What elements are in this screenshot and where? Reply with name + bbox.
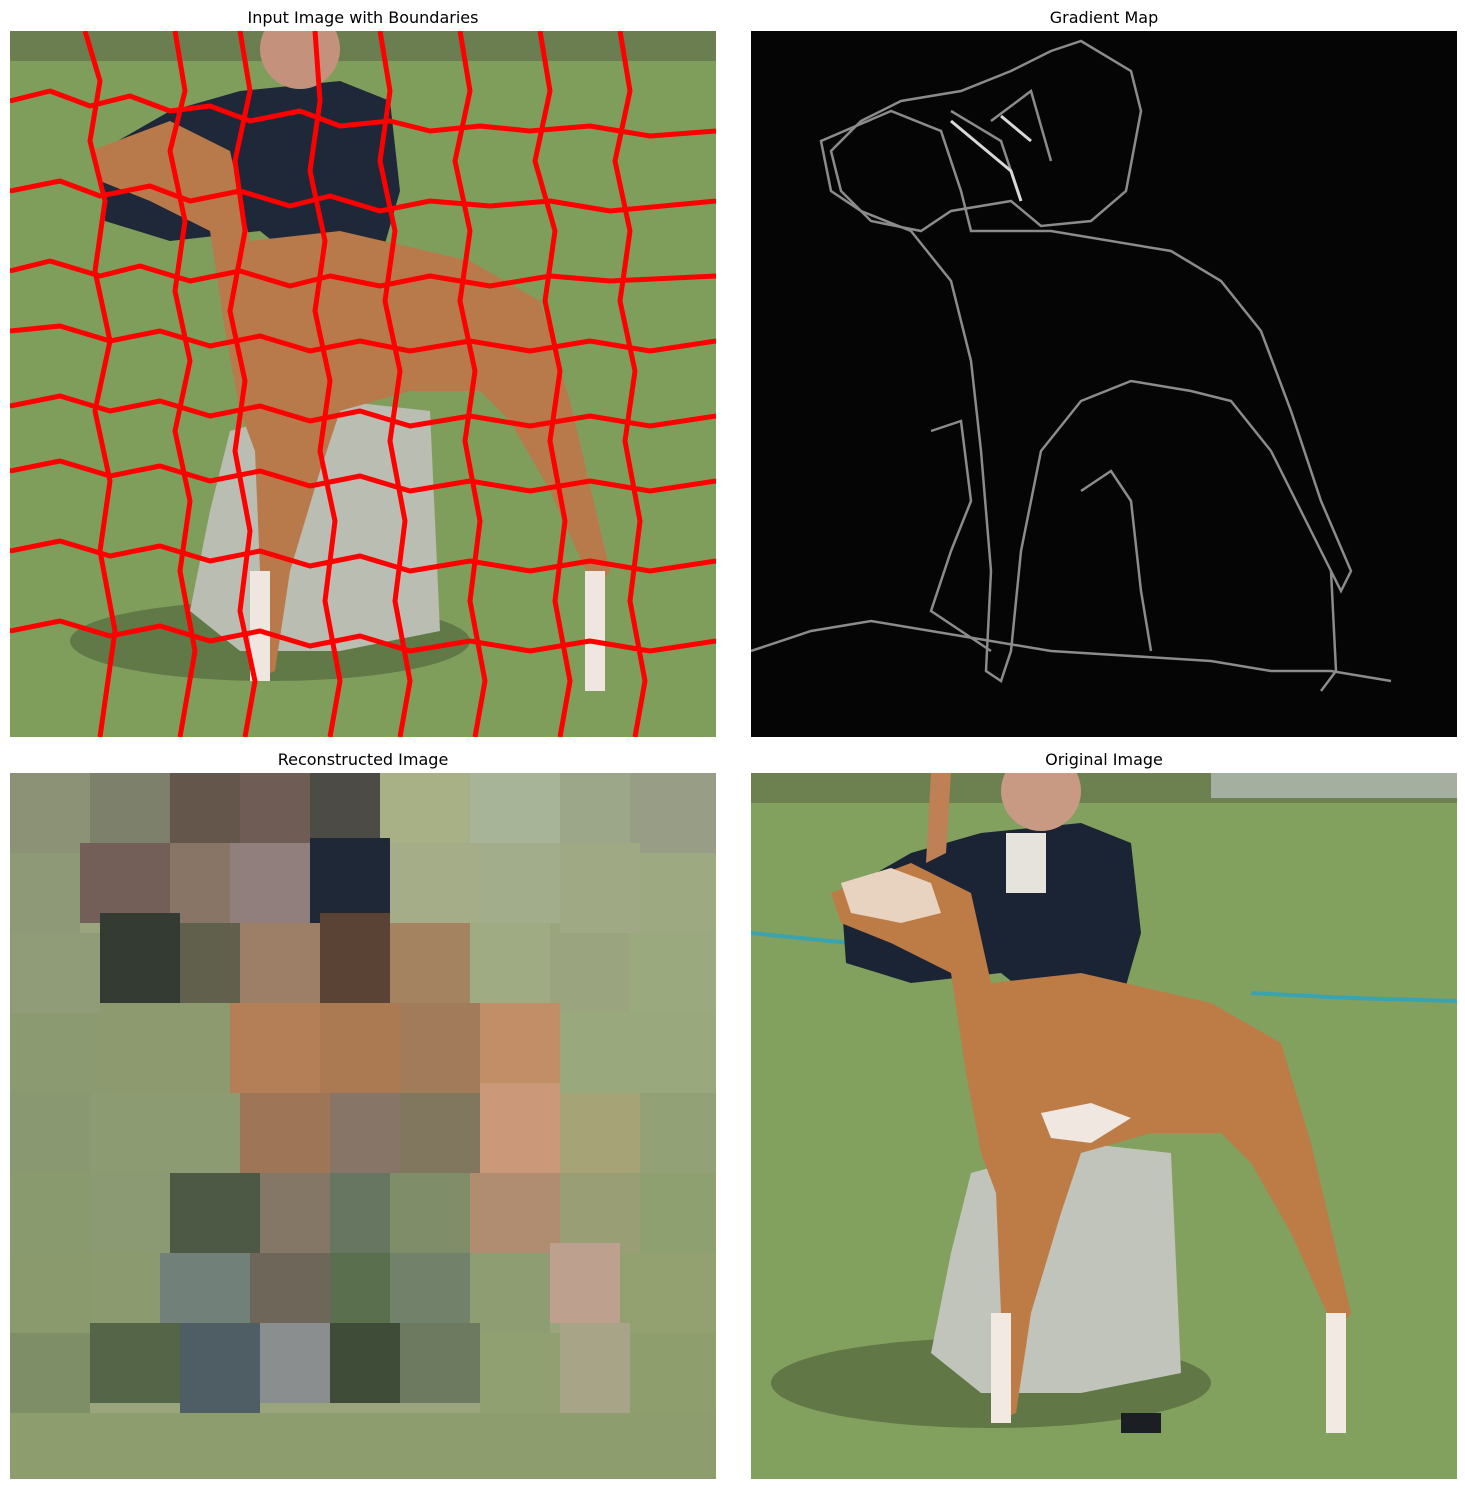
original-image [751, 773, 1457, 1479]
panel-title: Gradient Map [1049, 8, 1159, 27]
panel-title: Input Image with Boundaries [247, 8, 479, 27]
gradient-map-image [751, 31, 1457, 737]
panel-gradient-map: Gradient Map [751, 8, 1457, 738]
panel-input-boundaries: Input Image with Boundaries [10, 8, 716, 738]
panel-title: Reconstructed Image [277, 750, 449, 769]
reconstructed-image [10, 773, 716, 1479]
input-image-with-boundaries [10, 31, 716, 737]
panel-original: Original Image [751, 750, 1457, 1480]
panel-reconstructed: Reconstructed Image [10, 750, 716, 1480]
panel-title: Original Image [1045, 750, 1163, 769]
